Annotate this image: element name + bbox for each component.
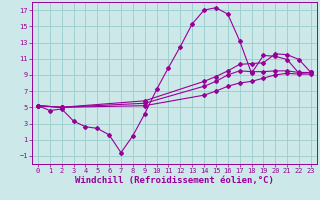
X-axis label: Windchill (Refroidissement éolien,°C): Windchill (Refroidissement éolien,°C) (75, 176, 274, 185)
